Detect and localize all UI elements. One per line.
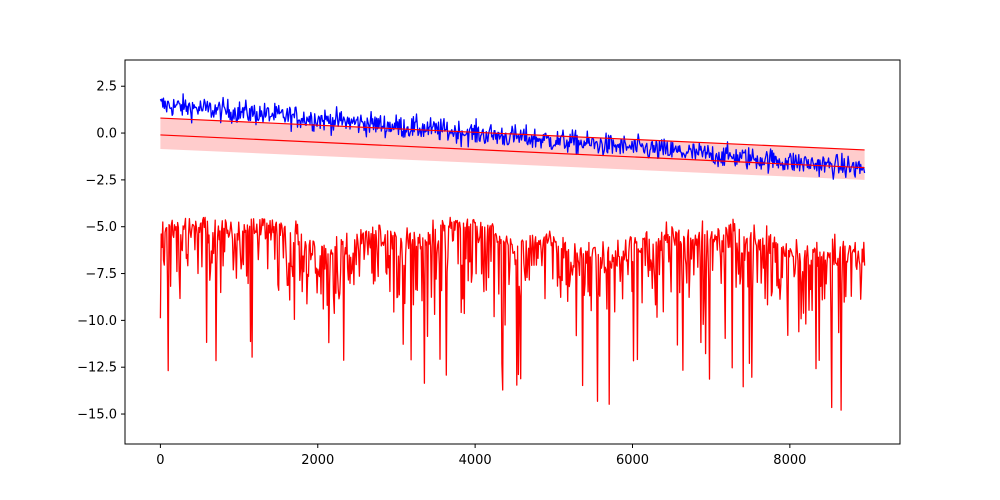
- plot-content: [159, 93, 866, 411]
- trend-line: [160, 117, 865, 151]
- y-tick-label: −2.5: [85, 173, 117, 188]
- x-tick-label: 2000: [301, 453, 334, 468]
- y-tick-label: −15.0: [77, 408, 117, 423]
- x-tick-label: 0: [156, 453, 164, 468]
- axes-layer: 0 2000 4000 6000 8000 2.5 0.0 −2.5 −5.0 −7.5 −10.0…: [77, 59, 901, 468]
- y-tick-label: −10.0: [77, 314, 117, 329]
- y-tick-label: −5.0: [85, 220, 117, 235]
- confidence-band: [160, 118, 865, 180]
- trend-line: [160, 134, 865, 169]
- y-tick-label: 0.0: [96, 127, 117, 142]
- x-tick-label: 4000: [459, 453, 492, 468]
- red-series-line: [159, 216, 866, 411]
- blue-series-line: [159, 93, 866, 180]
- y-tick-label: −12.5: [77, 361, 117, 376]
- y-tick-label: −7.5: [85, 267, 117, 282]
- plot-frame: [124, 59, 901, 445]
- x-tick-label: 8000: [773, 453, 806, 468]
- y-tick-label: 2.5: [96, 80, 117, 95]
- x-tick-label: 6000: [616, 453, 649, 468]
